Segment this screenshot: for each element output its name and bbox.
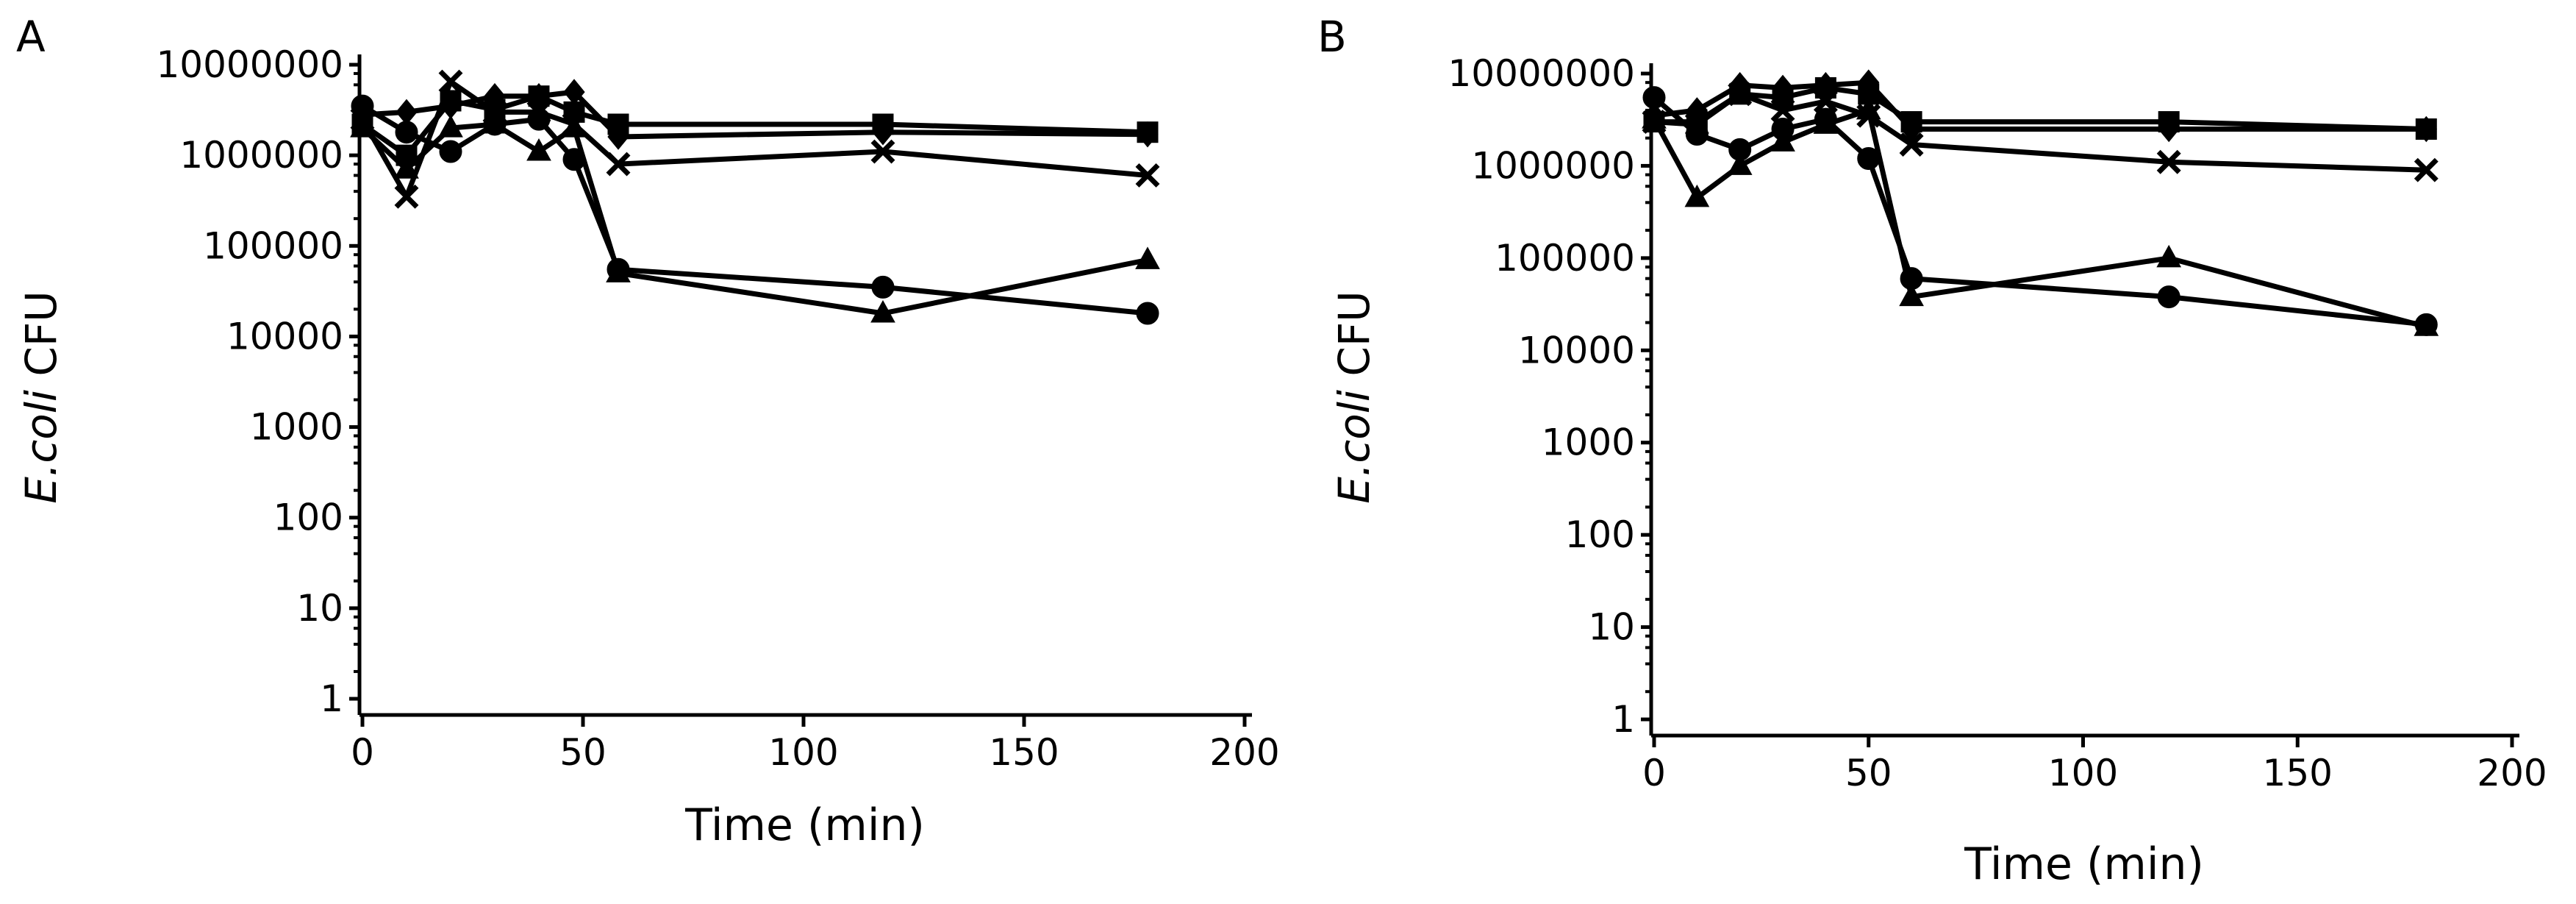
panel-a-y-tick-label: 1000 — [250, 406, 343, 449]
panel-a-square-marker — [440, 90, 462, 112]
panel-b-y-axis-title: E.coli CFU — [1329, 291, 1379, 503]
svg-text:E.coli CFU: E.coli CFU — [1329, 291, 1379, 503]
panel-b-triangle-marker — [1770, 129, 1795, 152]
panel-a-circle-marker — [439, 140, 462, 163]
panel-b-x-axis-title: Time (min) — [1964, 839, 2204, 890]
panel-a-square-marker — [563, 101, 585, 123]
panel-a-series-triangle-line — [360, 121, 1148, 316]
panel-a-x-marker — [870, 139, 895, 164]
panel-a-square-marker — [351, 113, 373, 135]
panel-b-y-tick-label: 1000 — [1542, 421, 1635, 464]
panel-a-y-tick-label: 1000000 — [179, 134, 343, 177]
panel-a-triangle-marker — [482, 110, 507, 134]
panel-b-x-tick-label: 200 — [2477, 752, 2547, 794]
panel-a-triangle-marker — [870, 299, 895, 323]
panel-a-square-marker — [872, 113, 894, 135]
panel-a-square-marker — [484, 99, 506, 121]
panel-a-x-tick-label: 0 — [351, 731, 374, 774]
panel-a-y-tick-label: 100 — [273, 497, 343, 539]
panel-a-x-marker — [394, 184, 419, 209]
panel-b-y-tick-label: 1000000 — [1471, 144, 1635, 187]
panel-a-plot-area: 1 10 100 1000 10000 100000 1000000 10000000 0 50 1… — [157, 43, 1280, 774]
panel-a-y-tick-label: 10000000 — [157, 43, 344, 86]
panel-a-triangle-marker — [526, 138, 551, 161]
panel-a-square-marker — [607, 113, 629, 135]
panel-a-x-tick-label: 100 — [768, 731, 838, 774]
panel-a-square-marker — [528, 85, 550, 107]
panel-b-square-marker — [1900, 111, 1922, 133]
panel-a-circle-marker — [1136, 302, 1159, 325]
panel-a-ylabel-organism: E.coli — [16, 390, 66, 504]
panel-b-square-marker — [1858, 83, 1880, 105]
panel-a: A E.coli CFU Time (min) 1101001000100001… — [16, 12, 1280, 851]
panel-b-square-marker — [1729, 83, 1751, 105]
panel-a-x-tick-label: 150 — [989, 731, 1059, 774]
panel-a-triangle-marker — [438, 115, 463, 138]
svg-text:E.coli CFU: E.coli CFU — [16, 291, 66, 503]
panel-b-series-diamond — [1643, 69, 2437, 143]
panel-a-x-tick-label: 200 — [1209, 731, 1279, 774]
panel-a-y-tick-label: 10000 — [226, 315, 343, 357]
panel-b-x-marker — [2156, 149, 2181, 174]
panel-a-circle-marker — [871, 275, 895, 299]
panel-b: B E.coli CFU Time (min) 1101001000100001… — [1317, 12, 2547, 890]
panel-b-triangle-marker — [1684, 184, 1710, 207]
panel-b-series-square — [1643, 76, 2437, 140]
panel-b-x-tick-label: 0 — [1642, 752, 1666, 794]
panel-a-y-tick-label: 100000 — [203, 224, 343, 267]
panel-a-x-marker — [1135, 163, 1160, 188]
panel-b-triangle-marker — [1727, 152, 1753, 175]
panel-a-x-marker — [438, 69, 463, 94]
panel-b-square-marker — [1686, 111, 1708, 133]
panel-b-x-marker — [2414, 157, 2439, 182]
panel-a-diamond-marker — [396, 99, 418, 126]
panel-a-series-triangle — [350, 110, 1160, 323]
panel-b-triangle-marker — [2156, 244, 2182, 268]
panel-b-series-triangle — [1642, 96, 2439, 336]
panel-b-square-marker — [1643, 111, 1665, 133]
panel-b-x-tick-label: 50 — [1845, 752, 1892, 794]
panel-b-x-tick-label: 100 — [2048, 752, 2118, 794]
panel-a-x-marker — [606, 152, 631, 177]
panel-b-y-tick-label: 1 — [1611, 698, 1635, 741]
panel-b-series-x-line — [1653, 91, 2427, 173]
panel-b-y-tick-label: 100 — [1565, 513, 1635, 556]
panel-b-x-tick-label: 150 — [2263, 752, 2333, 794]
panel-a-square-marker — [1137, 121, 1159, 143]
panel-b-square-marker — [2158, 111, 2180, 133]
panel-b-ylabel-unit: CFU — [1329, 291, 1379, 390]
panel-b-plot-area: 1 10 100 1000 10000 100000 1000000 10000000 0 50 1… — [1448, 52, 2547, 794]
panel-b-x-marker — [1856, 103, 1881, 128]
panel-b-triangle-marker — [2414, 313, 2439, 336]
panel-b-circle-marker — [2157, 285, 2180, 309]
panel-b-triangle-marker — [1899, 283, 1924, 307]
panel-a-triangle-marker — [1135, 246, 1160, 269]
panel-b-y-tick-label: 10 — [1588, 606, 1635, 649]
panel-b-square-marker — [1772, 87, 1794, 109]
panel-b-square-marker — [1814, 76, 1836, 99]
panel-b-series-square-line — [1654, 85, 2427, 132]
panel-b-y-tick-label: 10000 — [1518, 329, 1635, 371]
panel-a-x-tick-label: 50 — [559, 731, 607, 774]
panel-b-y-tick-label: 10000000 — [1448, 52, 1636, 95]
panel-b-square-marker — [2415, 118, 2437, 140]
panel-b-triangle-marker — [1813, 111, 1839, 134]
panel-a-y-tick-label: 10 — [296, 587, 343, 630]
panel-b-series-triangle-line — [1651, 107, 2427, 330]
panel-a-series-square — [351, 85, 1159, 166]
panel-a-x-axis-title: Time (min) — [684, 800, 925, 851]
panel-b-letter: B — [1317, 12, 1347, 62]
panel-a-ylabel-unit: CFU — [16, 291, 66, 390]
panel-b-y-tick-label: 100000 — [1495, 237, 1635, 280]
panel-b-ylabel-organism: E.coli — [1329, 390, 1379, 504]
panel-a-y-tick-label: 1 — [320, 677, 343, 720]
panel-a-square-marker — [396, 144, 418, 166]
panel-a-letter: A — [16, 12, 46, 62]
panel-a-y-axis-title: E.coli CFU — [16, 291, 66, 503]
panel-a-triangle-marker — [606, 260, 631, 282]
panel-b-x-marker — [1899, 132, 1924, 157]
panel-a-triangle-marker — [394, 156, 419, 179]
